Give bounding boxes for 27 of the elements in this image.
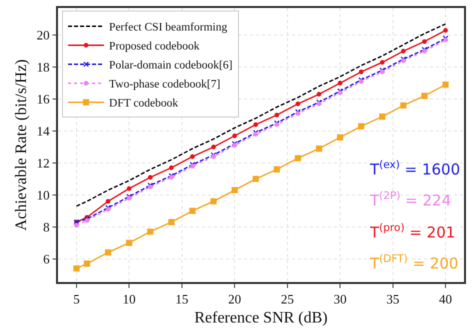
x-tick-label: 35 [386,291,400,306]
y-axis-title: Achievable Rate (bit/s/Hz) [13,59,30,231]
y-tick-label: 8 [43,219,50,234]
legend-label: Proposed codebook [109,40,200,53]
annotation: T$^{(ex)}$ = 1600 [369,159,460,178]
x-tick-label: 40 [439,291,452,306]
legend-label: Perfect CSI beamforming [109,22,228,34]
x-tick-label: 10 [122,291,136,306]
x-tick-label: 20 [228,291,242,306]
y-tick-label: 12 [36,156,50,171]
y-tick-label: 18 [36,60,50,75]
x-axis-title: Reference SNR (dB) [194,310,328,327]
x-tick-label: 15 [175,291,188,306]
x-tick-label: 25 [280,291,294,306]
x-tick-label: 5 [73,291,80,306]
legend-label: Polar-domain codebook[6] [109,60,232,72]
y-tick-label: 14 [36,124,50,139]
y-tick-label: 6 [43,251,50,266]
y-tick-label: 10 [36,187,50,202]
legend-label: DFT codebook [109,98,178,110]
legend-label: Two-phase codebook[7] [109,78,220,91]
y-tick-label: 20 [36,28,50,43]
annotation: T$^{(2P)}$ = 224 [369,190,452,210]
y-tick-label: 16 [36,92,50,107]
annotation: T$^{(pro)}$ = 201 [369,222,456,242]
annotation: T$^{(DFT)}$ = 200 [369,253,458,272]
x-tick-label: 30 [334,291,347,306]
